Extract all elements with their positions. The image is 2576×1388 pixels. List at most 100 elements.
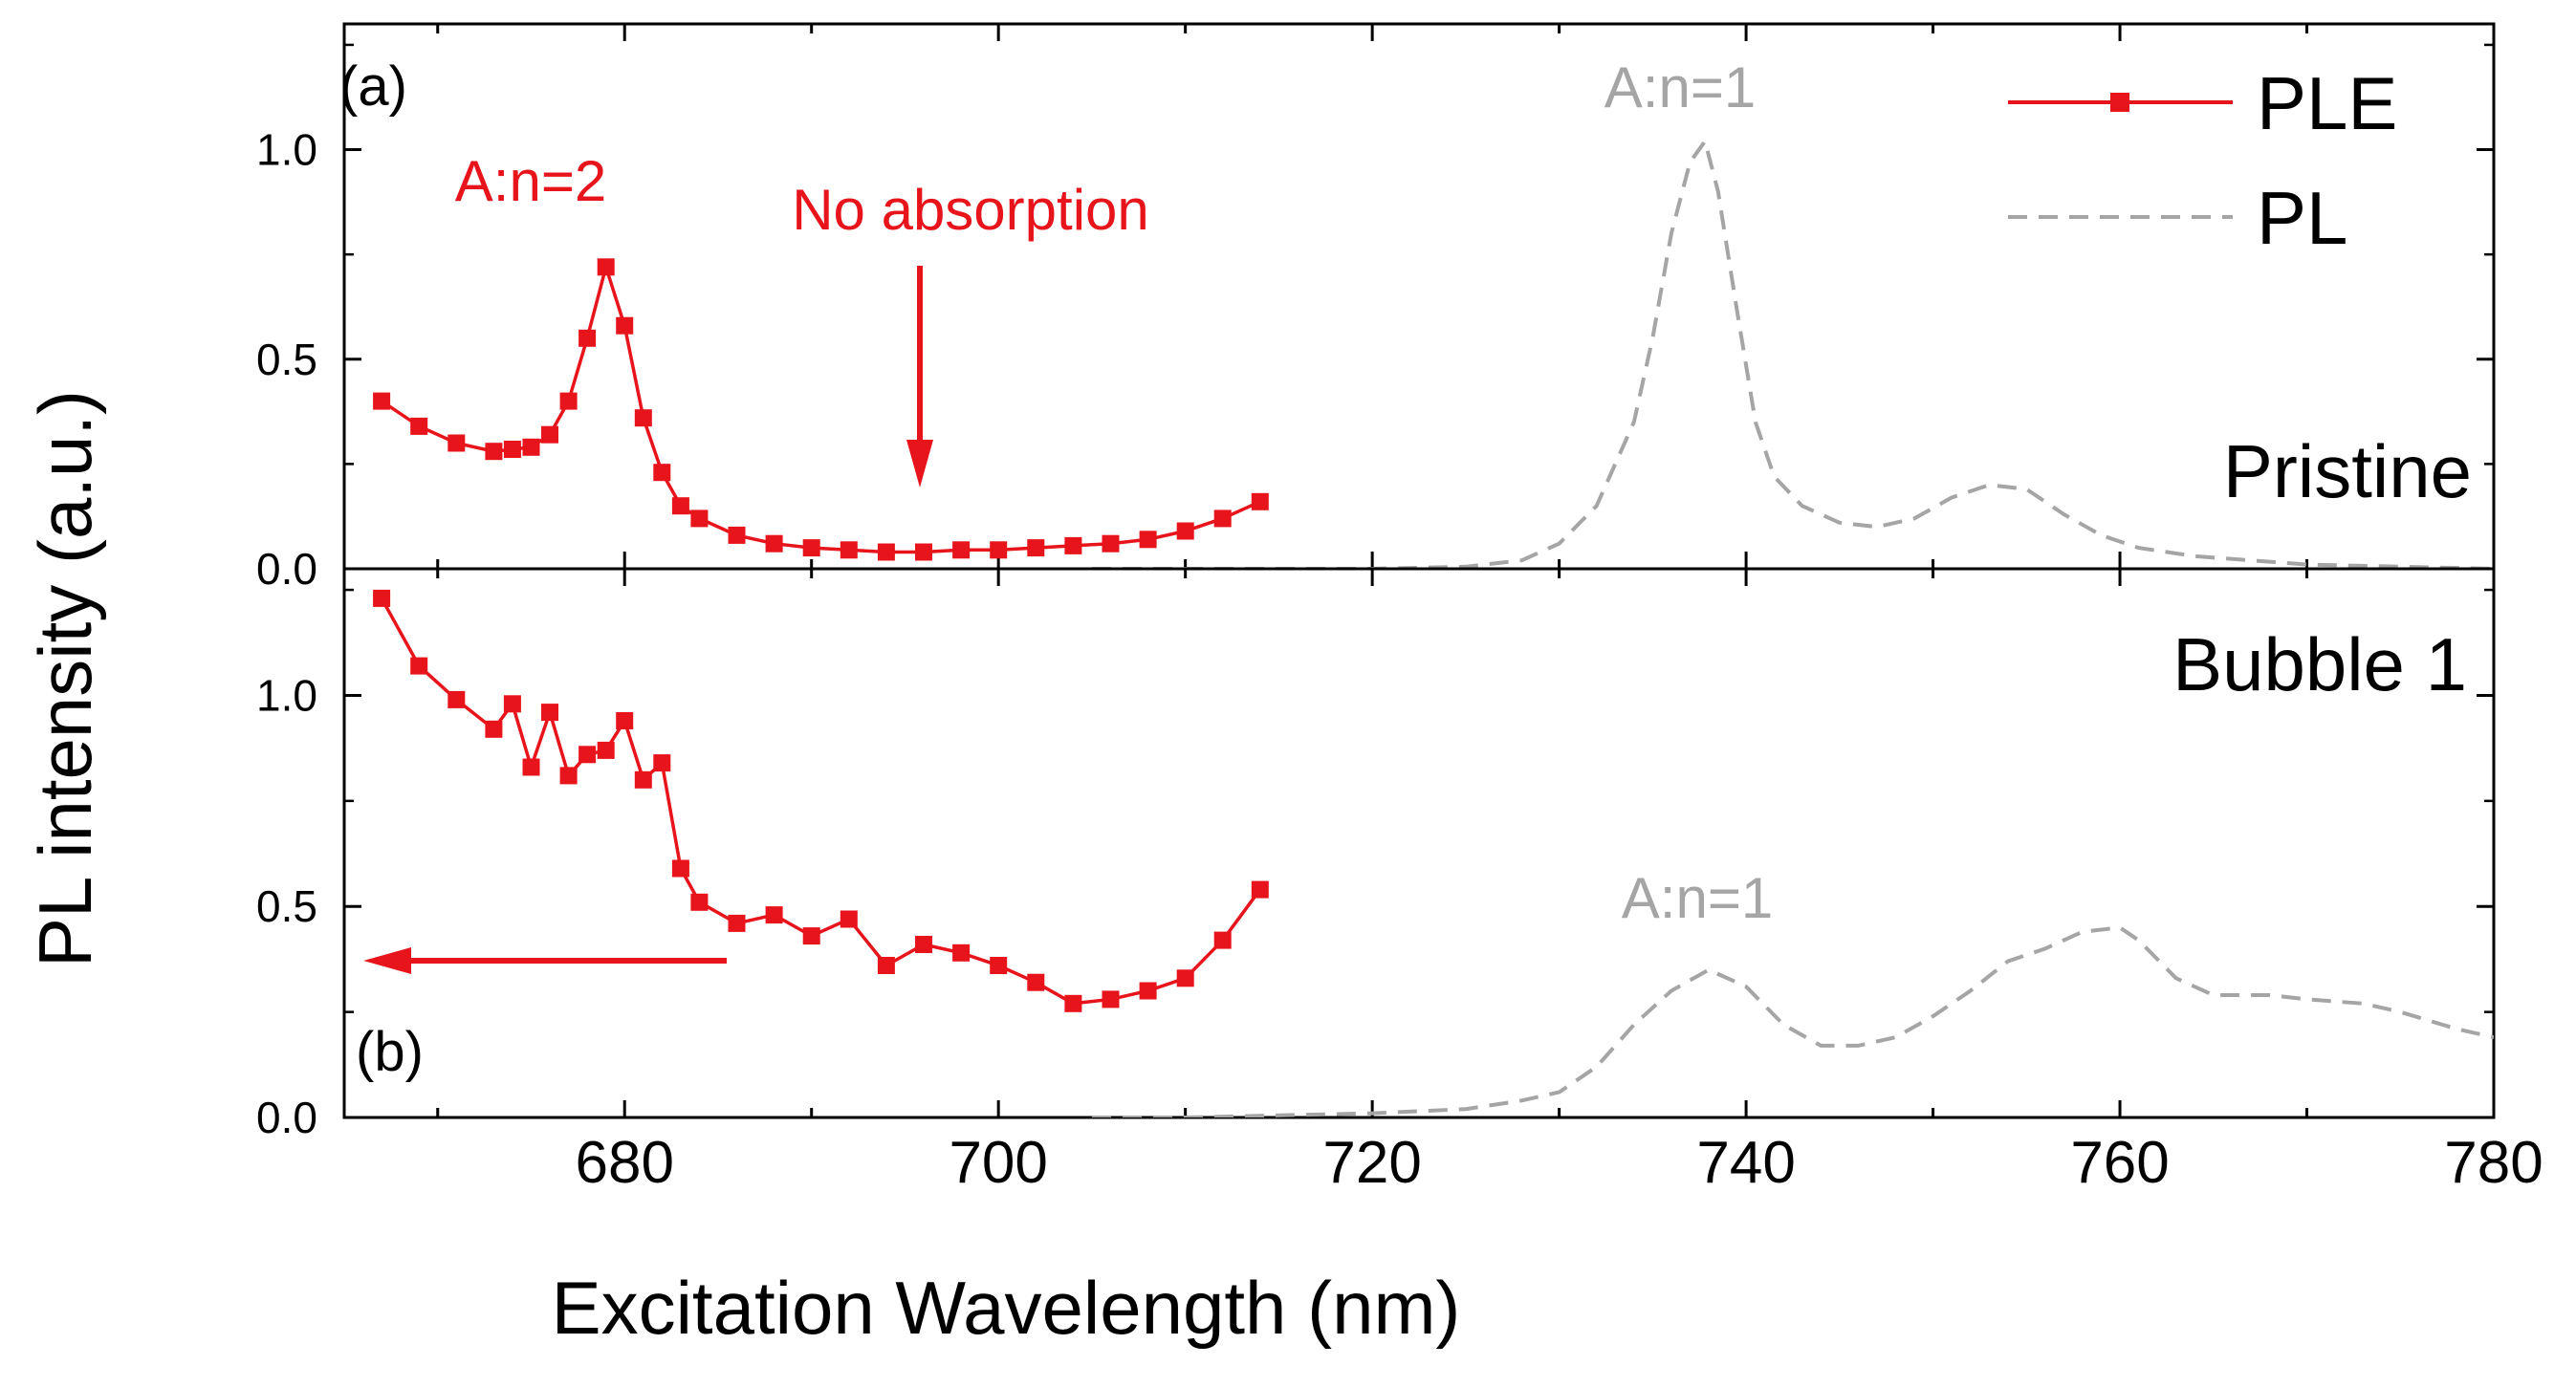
panel-b-ple-point xyxy=(840,910,858,928)
panel-a-ple-point xyxy=(503,441,521,458)
panel-b-ple-point xyxy=(1176,969,1194,987)
panel-b-ple-point xyxy=(373,589,391,607)
panel-b-y-tick-label: 0.5 xyxy=(256,881,317,931)
panel-a-frame xyxy=(342,22,2496,571)
panel-b-ple-point xyxy=(541,704,558,722)
panel-a-tag: (a) xyxy=(339,55,407,118)
panel-b-ple-point xyxy=(597,741,615,759)
panel-a-ple-point xyxy=(1064,536,1082,554)
panel-a-ple-point xyxy=(990,541,1008,559)
annotation-a-n1-bubble: A:n=1 xyxy=(1622,866,1773,930)
panel-b-y-tick-label: 0.0 xyxy=(256,1093,317,1142)
panel-a-ple-point xyxy=(728,526,746,544)
annotation-no-absorption: No absorption xyxy=(792,178,1149,242)
panel-a-ple-point xyxy=(671,497,689,515)
panel-a-ple-point xyxy=(522,438,540,456)
panel-b-ple-point xyxy=(1213,931,1232,949)
legend: PLE PL xyxy=(2008,61,2397,260)
panel-b-ple-point xyxy=(802,927,820,945)
panel-a-sample-label: Pristine xyxy=(2223,429,2472,513)
x-tick-label: 700 xyxy=(949,1130,1047,1196)
annotation-a-n2: A:n=2 xyxy=(455,149,606,213)
panel-b-tag: (b) xyxy=(356,1021,424,1083)
panel-a-ple-point xyxy=(1213,510,1232,528)
panel-b-ple-point xyxy=(616,712,634,729)
panel-a-ple-point xyxy=(1139,531,1157,549)
panel-a-ple-point xyxy=(541,425,558,444)
panel-a-ple-point xyxy=(915,543,932,561)
panel-b-ple-point xyxy=(1064,994,1082,1012)
panel-a-ple-point xyxy=(634,409,652,427)
panel-b-y-tick-label: 1.0 xyxy=(256,670,317,720)
panel-b-frame xyxy=(342,567,2496,1119)
panel-b-ple-point xyxy=(671,859,689,878)
panel-a-ple-point xyxy=(410,417,428,435)
panel-b-axes: 0.0 0.5 1.0 680 700 720 740 760 780 xyxy=(256,567,2543,1196)
panel-b-ple-point xyxy=(915,936,932,953)
panel-b-sample-label: Bubble 1 xyxy=(2172,622,2467,706)
panel-b: 0.0 0.5 1.0 680 700 720 740 760 780 (b) Bubble 1… xyxy=(256,567,2543,1196)
x-tick-label: 680 xyxy=(575,1130,673,1196)
panel-a-pl-line xyxy=(1091,137,2494,569)
panel-b-ple-point xyxy=(1027,973,1045,991)
panel-a-ple-point xyxy=(448,434,466,452)
left-arrow xyxy=(363,947,727,974)
panel-b-ple-point xyxy=(653,754,671,772)
panel-b-ple-point xyxy=(559,767,578,785)
x-tick-label: 760 xyxy=(2070,1130,2169,1196)
panel-b-ple-point xyxy=(1251,880,1269,899)
panel-b-ple-point xyxy=(952,943,971,962)
panel-b-ple-point xyxy=(634,770,652,789)
panel-a-ple-markers xyxy=(373,258,1269,561)
panel-a-y-tick-label: 1.0 xyxy=(256,125,317,175)
panel-b-ple-point xyxy=(522,758,540,776)
panel-b-ple-point xyxy=(877,957,895,974)
panel-b-ple-point xyxy=(448,690,466,708)
panel-b-ple-point xyxy=(579,746,597,764)
no-absorption-arrow xyxy=(906,266,933,488)
panel-b-ple-point xyxy=(1102,990,1120,1008)
panel-a-ple-point xyxy=(597,258,615,276)
panel-a-ple-point xyxy=(1027,539,1045,557)
panel-b-ple-point xyxy=(690,893,709,911)
panel-b-ple-point xyxy=(503,695,521,713)
panel-a-ple-point xyxy=(840,541,858,559)
panel-a-ple-point xyxy=(616,316,634,335)
panel-b-ple-point xyxy=(485,720,503,738)
panel-a-ple-point xyxy=(952,541,971,559)
x-tick-label: 720 xyxy=(1322,1130,1421,1196)
legend-ple-marker xyxy=(2110,93,2129,112)
panel-a-y-tick-label: 0.5 xyxy=(256,335,317,384)
panel-a-axes: 0.0 0.5 1.0 xyxy=(256,22,2496,594)
panel-a-ple-point xyxy=(1102,534,1120,553)
panel-a-ple-point xyxy=(485,443,503,461)
panel-a-ple-point xyxy=(653,464,671,482)
panel-a-ple-line xyxy=(381,261,1261,554)
panel-a-ple-point xyxy=(559,392,578,410)
panel-a-ple-point xyxy=(690,510,709,528)
panel-a: 0.0 0.5 1.0 (a) Pristine A:n=2 No absorpti… xyxy=(256,22,2496,594)
panel-b-ple-point xyxy=(990,957,1008,974)
legend-ple-label: PLE xyxy=(2257,61,2397,145)
panel-a-ple-point xyxy=(579,329,597,347)
panel-a-ple-point xyxy=(802,539,820,557)
legend-pl-label: PL xyxy=(2257,176,2347,260)
panel-a-ple-point xyxy=(877,543,895,561)
y-axis-title: PL intensity (a.u.) xyxy=(23,390,107,967)
x-tick-label: 740 xyxy=(1696,1130,1795,1196)
panel-a-ple-point xyxy=(1176,522,1194,540)
x-axis-title: Excitation Wavelength (nm) xyxy=(552,1266,1461,1350)
annotation-a-n1-pristine: A:n=1 xyxy=(1605,55,1756,119)
panel-b-ple-markers xyxy=(373,589,1269,1012)
panel-a-y-tick-label: 0.0 xyxy=(256,544,317,594)
panel-b-ple-point xyxy=(765,906,783,924)
panel-b-pl-line xyxy=(1091,925,2494,1117)
panel-b-ple-point xyxy=(728,914,746,932)
panel-b-ple-point xyxy=(1139,982,1157,1000)
panel-a-ple-point xyxy=(1251,492,1269,510)
panel-b-ple-point xyxy=(410,657,428,675)
x-tick-label: 780 xyxy=(2444,1130,2543,1196)
panel-a-ple-point xyxy=(373,392,391,410)
panel-b-ple-line xyxy=(380,597,1262,1006)
